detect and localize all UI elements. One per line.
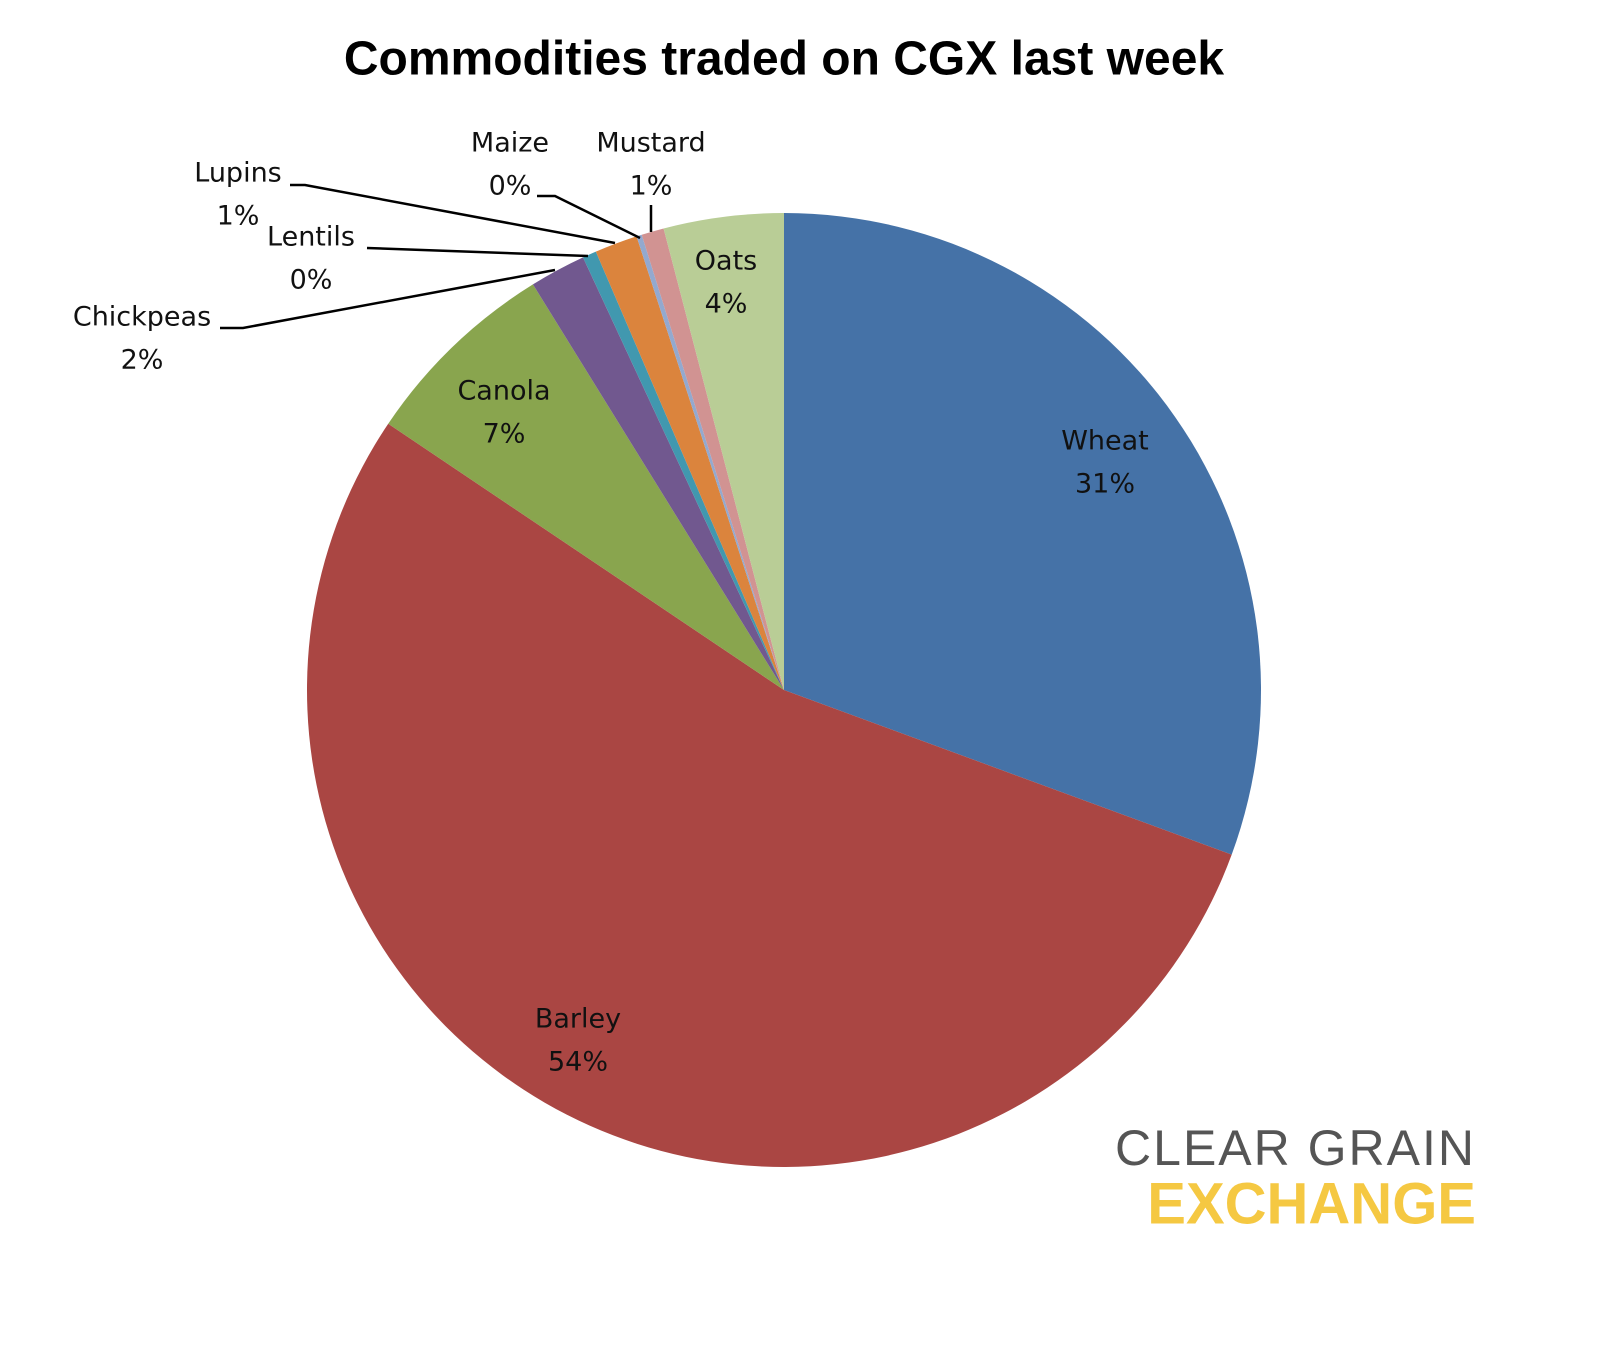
slice-label-name: Chickpeas — [73, 302, 211, 333]
slice-label-name: Lentils — [267, 222, 355, 253]
slice-label-name: Oats — [695, 246, 757, 277]
slice-label-value: 1% — [630, 171, 673, 202]
slice-label-name: Wheat — [1061, 426, 1149, 457]
leader-line — [366, 246, 589, 258]
slice-label-name: Mustard — [596, 128, 705, 159]
slice-label-value: 1% — [217, 201, 260, 232]
pie — [306, 213, 1262, 1167]
slice-label-name: Barley — [535, 1004, 621, 1035]
slice-label-value: 54% — [548, 1047, 608, 1078]
pie-slice — [636, 234, 784, 690]
leader-line — [290, 183, 616, 245]
pie-slice — [306, 423, 1232, 1167]
slice-label-name: Canola — [457, 376, 550, 407]
slice-label-value: 7% — [483, 419, 526, 450]
pie-slice — [641, 228, 784, 690]
logo-line2: EXCHANGE — [1147, 1171, 1476, 1236]
slice-label-value: 4% — [705, 289, 748, 320]
pie-slice — [784, 213, 1262, 855]
slice-label-name: Lupins — [194, 158, 282, 189]
slice-label-name: Maize — [471, 128, 549, 159]
slice-label-value: 0% — [489, 171, 532, 202]
pie-slice — [583, 251, 784, 690]
slice-label-value: 2% — [121, 345, 164, 376]
logo-line1: CLEAR GRAIN — [1115, 1120, 1476, 1176]
leader-line — [537, 194, 641, 240]
leader-lines — [220, 183, 653, 330]
slice-label-value: 31% — [1075, 469, 1135, 500]
slice-label-value: 0% — [290, 265, 333, 296]
leader-line — [220, 268, 556, 330]
pie-slice — [663, 213, 784, 690]
pie-slice — [388, 284, 784, 690]
chart-title: Commodities traded on CGX last week — [344, 33, 1225, 86]
pie-slice — [532, 257, 784, 690]
pie-slice — [595, 236, 784, 691]
